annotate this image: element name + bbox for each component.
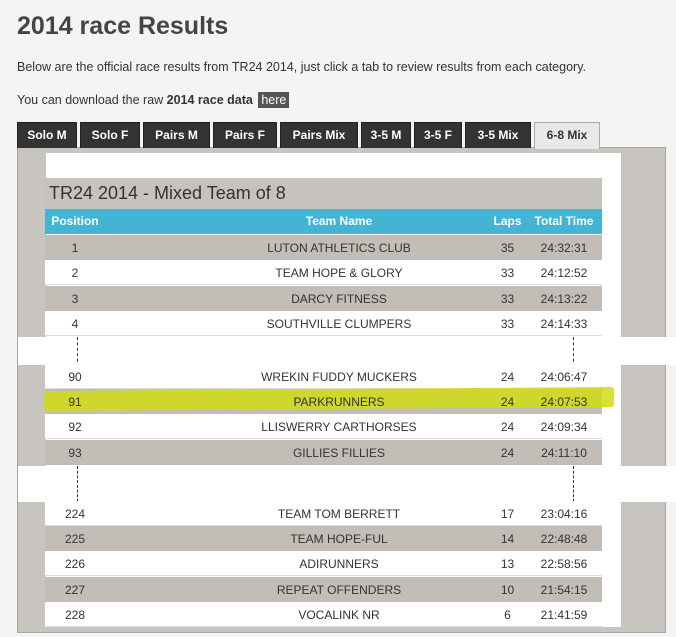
tab-solo-f[interactable]: Solo F bbox=[80, 122, 140, 148]
intro-text: Below are the official race results from… bbox=[17, 60, 587, 74]
tab-pairs-m[interactable]: Pairs M bbox=[143, 122, 210, 148]
row-position: 228 bbox=[64, 608, 86, 622]
row-team: TEAM TOM BERRETT bbox=[277, 507, 401, 521]
row-laps: 33 bbox=[500, 292, 515, 306]
row-position: 91 bbox=[68, 395, 82, 409]
row-team: VOCALINK NR bbox=[298, 608, 380, 622]
download-bold: 2014 race data bbox=[166, 93, 253, 107]
tab-3-5-m[interactable]: 3-5 M bbox=[361, 122, 411, 148]
row-time: 22:48:48 bbox=[540, 532, 588, 546]
table-row: 226 ADIRUNNERS 13 22:58:56 bbox=[45, 551, 602, 576]
row-team: LUTON ATHLETICS CLUB bbox=[267, 241, 411, 255]
table-row: 93 GILLIES FILLIES 24 24:11:10 bbox=[45, 440, 602, 465]
row-position: 4 bbox=[71, 317, 79, 331]
row-laps: 24 bbox=[500, 370, 515, 384]
row-position: 2 bbox=[71, 266, 79, 280]
table-row: 91 PARKRUNNERS 24 24:07:53 bbox=[45, 389, 602, 414]
download-line: You can download the raw 2014 race data … bbox=[17, 92, 290, 108]
row-time: 24:06:47 bbox=[540, 370, 588, 384]
row-time: 24:07:53 bbox=[540, 395, 588, 409]
column-total-time: Total Time bbox=[534, 214, 594, 228]
gap-dashed-line bbox=[573, 466, 574, 502]
table-row: 1 LUTON ATHLETICS CLUB 35 24:32:31 bbox=[45, 235, 602, 260]
category-tabs: Solo M Solo F Pairs M Pairs F Pairs Mix … bbox=[17, 122, 603, 149]
column-laps: Laps bbox=[493, 214, 522, 228]
row-team: PARKRUNNERS bbox=[293, 395, 385, 409]
table-row: 2 TEAM HOPE & GLORY 33 24:12:52 bbox=[45, 260, 602, 285]
row-laps: 35 bbox=[500, 241, 515, 255]
table-row: 228 VOCALINK NR 6 21:41:59 bbox=[45, 602, 602, 627]
row-team: DARCY FITNESS bbox=[291, 292, 387, 306]
row-position: 224 bbox=[64, 507, 86, 521]
row-time: 24:11:10 bbox=[541, 446, 587, 460]
tab-3-5-mix[interactable]: 3-5 Mix bbox=[465, 122, 531, 148]
row-position: 227 bbox=[64, 583, 86, 597]
table-row: 92 LLISWERRY CARTHORSES 24 24:09:34 bbox=[45, 414, 602, 439]
row-position: 90 bbox=[68, 370, 82, 384]
table-row: 90 WREKIN FUDDY MUCKERS 24 24:06:47 bbox=[45, 364, 602, 389]
row-time: 24:12:52 bbox=[540, 266, 588, 280]
row-laps: 24 bbox=[500, 420, 515, 434]
row-position: 1 bbox=[71, 241, 79, 255]
table-row: 224 TEAM TOM BERRETT 17 23:04:16 bbox=[45, 501, 602, 526]
row-laps: 17 bbox=[500, 507, 515, 521]
row-position: 226 bbox=[64, 557, 86, 571]
tab-6-8-mix[interactable]: 6-8 Mix bbox=[534, 122, 600, 149]
tab-3-5-f[interactable]: 3-5 F bbox=[414, 122, 462, 148]
row-time: 21:54:15 bbox=[540, 583, 588, 597]
table-gap bbox=[18, 466, 676, 502]
row-laps: 6 bbox=[504, 608, 511, 622]
table-row: 225 TEAM HOPE-FUL 14 22:48:48 bbox=[45, 526, 602, 551]
results-table-title: TR24 2014 - Mixed Team of 8 bbox=[45, 178, 602, 209]
download-here-link[interactable]: here bbox=[258, 92, 290, 108]
column-position: Position bbox=[51, 214, 99, 228]
row-time: 24:09:34 bbox=[540, 420, 588, 434]
row-team: SOUTHVILLE CLUMPERS bbox=[266, 317, 412, 331]
row-team: REPEAT OFFENDERS bbox=[276, 583, 402, 597]
table-gap bbox=[18, 337, 676, 365]
tab-pairs-mix[interactable]: Pairs Mix bbox=[280, 122, 358, 148]
row-time: 24:13:22 bbox=[540, 292, 588, 306]
row-team: LLISWERRY CARTHORSES bbox=[261, 420, 417, 434]
row-time: 24:14:33 bbox=[540, 317, 588, 331]
table-row: 227 REPEAT OFFENDERS 10 21:54:15 bbox=[45, 577, 602, 602]
tab-solo-m[interactable]: Solo M bbox=[17, 122, 77, 148]
row-laps: 24 bbox=[500, 446, 515, 460]
download-prefix: You can download the raw bbox=[17, 93, 167, 107]
row-time: 21:41:59 bbox=[540, 608, 588, 622]
row-laps: 13 bbox=[500, 557, 515, 571]
row-team: TEAM HOPE-FUL bbox=[290, 532, 388, 546]
gap-dashed-line bbox=[77, 337, 78, 367]
row-team: GILLIES FILLIES bbox=[292, 446, 386, 460]
page-title: 2014 race Results bbox=[17, 12, 229, 40]
gap-dashed-line bbox=[573, 337, 574, 367]
row-laps: 33 bbox=[500, 317, 515, 331]
column-team-name: Team Name bbox=[305, 214, 373, 228]
tab-pairs-f[interactable]: Pairs F bbox=[213, 122, 277, 148]
row-time: 23:04:16 bbox=[540, 507, 588, 521]
row-team: ADIRUNNERS bbox=[299, 557, 379, 571]
row-time: 22:58:56 bbox=[540, 557, 588, 571]
row-position: 93 bbox=[68, 446, 82, 460]
row-laps: 10 bbox=[500, 583, 515, 597]
row-laps: 33 bbox=[500, 266, 515, 280]
table-row: 4 SOUTHVILLE CLUMPERS 33 24:14:33 bbox=[45, 311, 602, 336]
row-laps: 14 bbox=[500, 532, 515, 546]
row-position: 225 bbox=[64, 532, 86, 546]
row-position: 92 bbox=[68, 420, 82, 434]
row-position: 3 bbox=[71, 292, 79, 306]
row-time: 24:32:31 bbox=[540, 241, 588, 255]
table-header: Position Team Name Laps Total Time bbox=[45, 209, 602, 234]
row-team: TEAM HOPE & GLORY bbox=[275, 266, 403, 280]
row-team: WREKIN FUDDY MUCKERS bbox=[261, 370, 417, 384]
row-laps: 24 bbox=[500, 395, 515, 409]
gap-dashed-line bbox=[77, 466, 78, 502]
table-row: 3 DARCY FITNESS 33 24:13:22 bbox=[45, 286, 602, 311]
